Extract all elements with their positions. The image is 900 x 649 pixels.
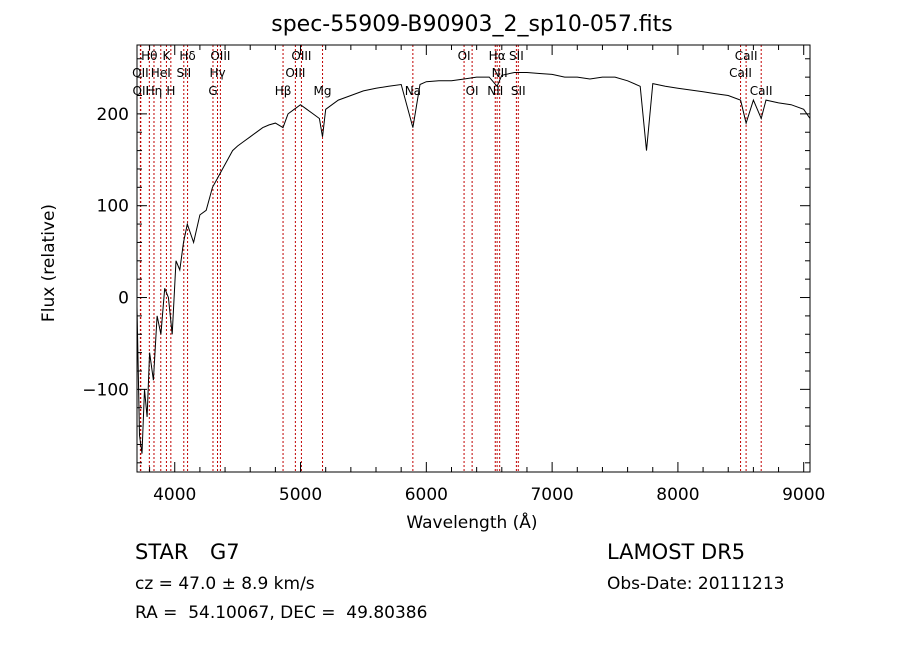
spectral-line-label: HeI: [151, 66, 171, 80]
x-tick-label: 6000: [405, 485, 448, 505]
x-tick-label: 9000: [782, 485, 825, 505]
spectral-line-label: Mg: [314, 84, 332, 98]
x-tick-label: 5000: [279, 485, 322, 505]
y-axis-ticks: −100 0 100 200: [82, 58, 810, 464]
y-tick-label: 200: [97, 105, 129, 125]
coordinates: RA = 54.10067, DEC = 49.80386: [135, 603, 428, 623]
survey-name: LAMOST DR5: [607, 540, 746, 564]
x-axis-ticks: 4000 5000 6000 7000 8000 9000: [149, 45, 825, 505]
redshift-cz: cz = 47.0 ± 8.9 km/s: [135, 574, 315, 594]
spectral-line-label: OII: [132, 66, 149, 80]
spectral-line-label: OIII: [291, 49, 311, 63]
y-tick-label: −100: [82, 380, 129, 400]
x-tick-label: 8000: [656, 485, 699, 505]
spectrum-line: [136, 72, 811, 454]
spectral-line-label: Hδ: [179, 49, 195, 63]
spectral-line-label: K: [162, 49, 171, 63]
spectral-line-label: OI: [458, 49, 471, 63]
y-tick-label: 100: [97, 197, 129, 217]
spectral-line-label: Hγ: [209, 66, 225, 80]
spectral-line-label: Hθ: [141, 49, 157, 63]
spectral-line-label: NII: [492, 66, 508, 80]
spectral-line-label: OI: [466, 84, 479, 98]
spectral-line-label: CaII: [750, 84, 773, 98]
object-class: STAR: [135, 540, 189, 564]
spectral-line-label: Na: [405, 84, 421, 98]
x-axis-label: Wavelength (Å): [406, 511, 537, 533]
chart-title: spec-55909-B90903_2_sp10-057.fits: [271, 12, 673, 37]
spectral-line-label: CaII: [735, 49, 758, 63]
spectral-line-label: SII: [176, 66, 191, 80]
spectral-line-markers: [139, 45, 762, 472]
obs-date: Obs-Date: 20111213: [607, 574, 785, 594]
plot-frame: [136, 44, 811, 473]
x-tick-label: 4000: [153, 485, 196, 505]
spectral-line-label: SII: [511, 84, 526, 98]
y-axis-label: Flux (relative): [39, 204, 59, 322]
spectral-line-label: Hη: [146, 84, 163, 98]
spectral-line-label: OIII: [285, 66, 305, 80]
y-tick-label: 0: [118, 289, 129, 309]
spectral-line-label: Hα: [489, 49, 506, 63]
spectral-line-label: CaII: [729, 66, 752, 80]
spectral-line-label: Hβ: [275, 84, 292, 98]
x-tick-label: 7000: [530, 485, 573, 505]
spectral-line-label: SII: [509, 49, 524, 63]
spectral-line-label: NII: [487, 84, 503, 98]
spectral-line-label: G: [208, 84, 217, 98]
object-subclass: G7: [210, 540, 240, 564]
spectral-line-label: H: [166, 84, 175, 98]
spectral-line-label: OIII: [210, 49, 230, 63]
